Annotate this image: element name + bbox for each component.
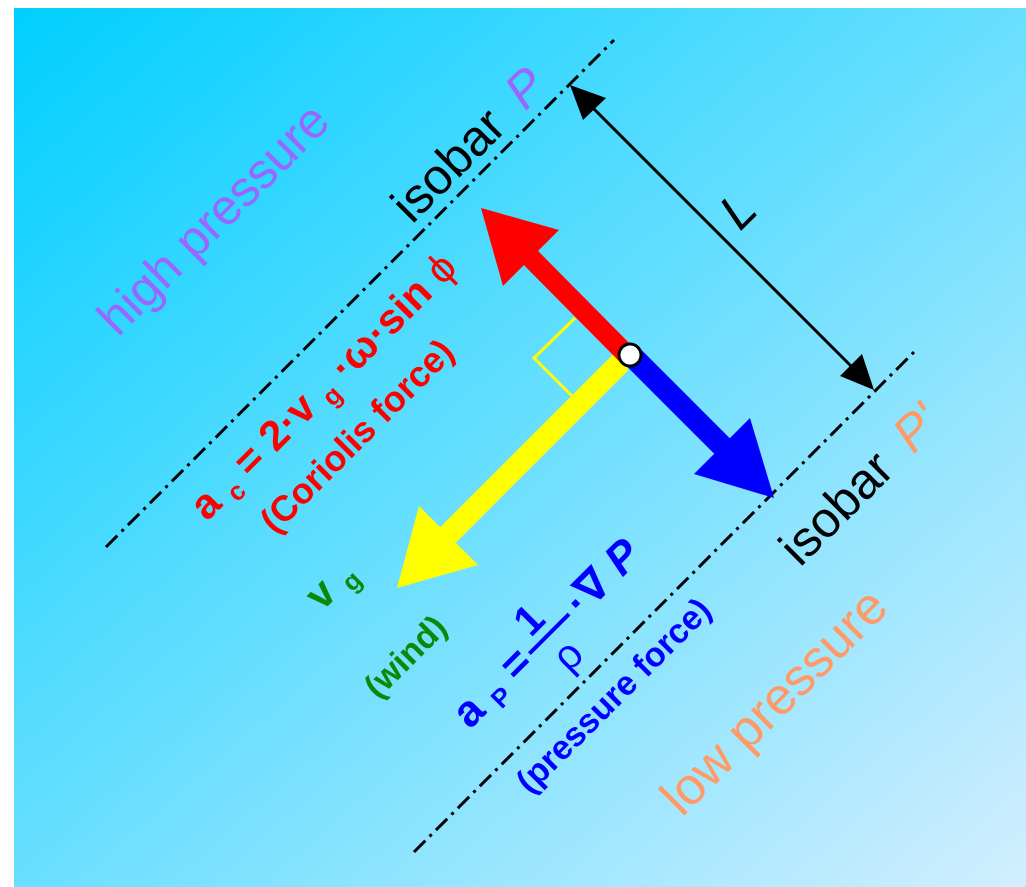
air-parcel bbox=[617, 342, 643, 368]
coriolis-arrow bbox=[481, 208, 635, 363]
wind-arrow bbox=[397, 354, 629, 588]
pressure-force-arrowhead bbox=[694, 418, 774, 498]
isobar-p-line bbox=[104, 38, 616, 549]
right-angle-marker bbox=[531, 316, 577, 400]
wind-arrowhead bbox=[397, 506, 478, 588]
distance-arrowhead-top bbox=[570, 85, 606, 120]
pressure-fraction-bar bbox=[527, 612, 571, 656]
distance-arrow bbox=[570, 85, 874, 390]
coriolis-arrowhead bbox=[481, 208, 559, 286]
isobar-p2-line bbox=[412, 346, 920, 854]
distance-arrowhead-bottom bbox=[840, 354, 874, 390]
pressure-force-arrow bbox=[622, 346, 774, 498]
